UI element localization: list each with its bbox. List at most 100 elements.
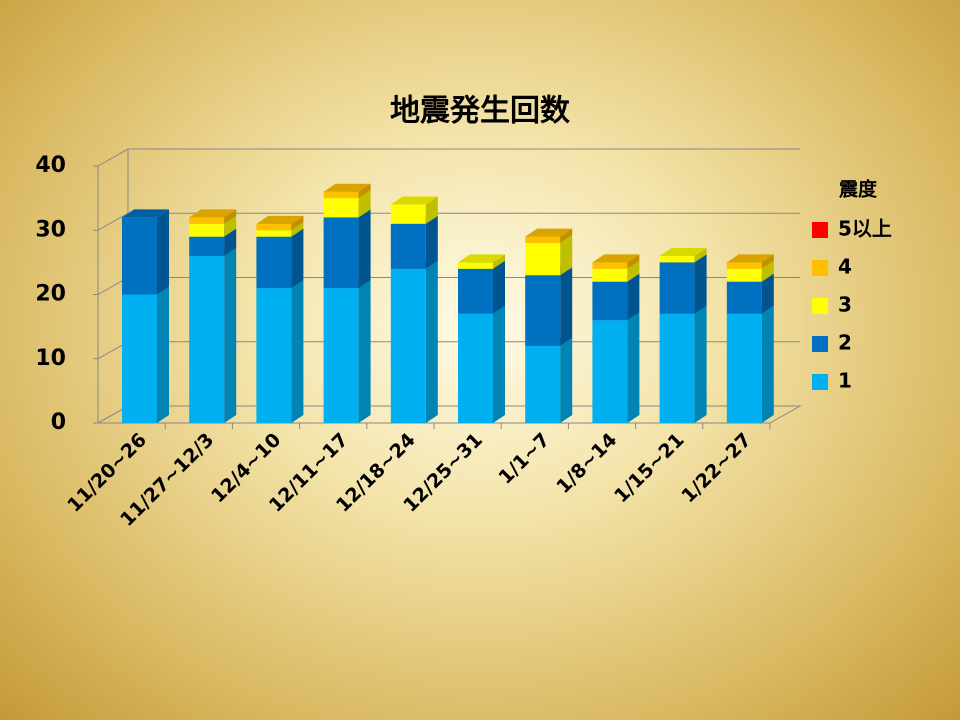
bar-segment — [122, 217, 157, 295]
bar-segment — [525, 345, 561, 423]
bar-side — [560, 228, 573, 244]
bar-segment — [726, 268, 762, 282]
bar-segment — [726, 281, 762, 314]
bar-side — [425, 260, 438, 423]
bar-side — [291, 280, 304, 423]
legend-label: 1 — [838, 369, 852, 393]
bar-side — [224, 247, 237, 423]
bar-segment — [256, 288, 292, 423]
legend-label: 5以上 — [838, 217, 892, 241]
bar-side — [224, 209, 237, 224]
bar-segment — [189, 255, 225, 423]
bar-segment — [323, 217, 359, 289]
bar-top — [458, 254, 505, 263]
bar-segment — [189, 217, 225, 224]
legend-swatch — [812, 260, 828, 276]
bar-side — [157, 286, 169, 423]
x-tick-label: 1/8~14 — [552, 429, 621, 498]
bar-side — [493, 305, 505, 423]
bar-segment — [323, 288, 359, 423]
bar-top — [390, 196, 438, 205]
bar-segment — [390, 204, 426, 224]
bar-segment — [256, 236, 292, 289]
bar-segment — [592, 268, 628, 282]
bar-side — [694, 254, 707, 314]
bar-side — [761, 305, 774, 423]
bar-top — [323, 183, 371, 192]
bar-side — [560, 235, 573, 276]
bar-side — [358, 280, 371, 423]
bar-top — [726, 254, 774, 263]
bar-segment — [256, 230, 292, 237]
bar-side — [493, 260, 505, 314]
x-tick-label: 1/22~27 — [677, 429, 755, 507]
bar-segment — [458, 313, 493, 423]
bar-segment — [525, 275, 561, 346]
legend-swatch — [812, 336, 828, 352]
bar-segment — [323, 191, 359, 199]
bar-segment — [659, 313, 695, 423]
bar-side — [694, 247, 707, 263]
y-tick-label: 0 — [51, 410, 66, 435]
bar-segment — [390, 268, 426, 423]
x-tick-label: 1/15~21 — [610, 429, 688, 507]
bar-top — [189, 209, 237, 218]
bar-side — [425, 196, 438, 224]
y-tick-label: 20 — [35, 282, 66, 307]
bar-side — [157, 209, 169, 295]
bar-segment — [122, 294, 157, 423]
bar-side — [358, 209, 371, 289]
y-tick-label: 40 — [35, 153, 66, 178]
bar-side — [627, 254, 640, 269]
bar-segment — [390, 223, 426, 269]
grid-line — [97, 212, 800, 231]
bar-segment — [726, 262, 762, 269]
bar-side — [224, 228, 237, 256]
bar-top — [256, 215, 304, 224]
legend-title: 震度 — [839, 178, 878, 201]
bar-segment — [189, 223, 225, 237]
bar-side — [694, 305, 707, 423]
bar-side — [358, 183, 371, 199]
bar-segment — [189, 236, 225, 256]
bar-top — [659, 247, 707, 256]
bar-side — [425, 215, 438, 269]
legend-swatch — [812, 298, 828, 314]
bar-segment — [525, 243, 561, 276]
legend-swatch — [812, 374, 828, 390]
bar-top — [592, 254, 640, 263]
bar-side — [560, 267, 573, 346]
bar-segment — [256, 223, 292, 231]
bar-side — [291, 228, 304, 289]
bar-top — [525, 228, 573, 237]
bar-side — [358, 190, 371, 218]
bar-side — [291, 215, 304, 231]
bar-segment — [592, 281, 628, 321]
y-tick-label: 10 — [35, 346, 66, 371]
chart-title: 地震発生回数 — [390, 94, 571, 129]
bar-segment — [323, 198, 359, 218]
bar-segment — [659, 255, 695, 263]
bar-segment — [659, 262, 695, 314]
legend-swatch — [812, 222, 828, 238]
grid-line — [97, 148, 800, 167]
bar-segment — [592, 320, 628, 423]
bar-segment — [458, 262, 493, 269]
bar-side — [761, 273, 774, 314]
bar-side — [291, 222, 304, 237]
legend-label: 4 — [838, 255, 852, 279]
bar-segment — [525, 236, 561, 244]
y-tick-label: 30 — [35, 217, 66, 242]
bar-top — [122, 209, 169, 218]
bar-side — [761, 254, 774, 269]
bar-side — [627, 260, 640, 282]
bar-side — [493, 254, 505, 269]
bar-side — [224, 215, 237, 237]
legend-label: 2 — [838, 331, 852, 355]
legend-label: 3 — [838, 293, 852, 317]
bar-side — [560, 337, 573, 423]
bar-side — [761, 260, 774, 282]
bar-segment — [592, 262, 628, 269]
